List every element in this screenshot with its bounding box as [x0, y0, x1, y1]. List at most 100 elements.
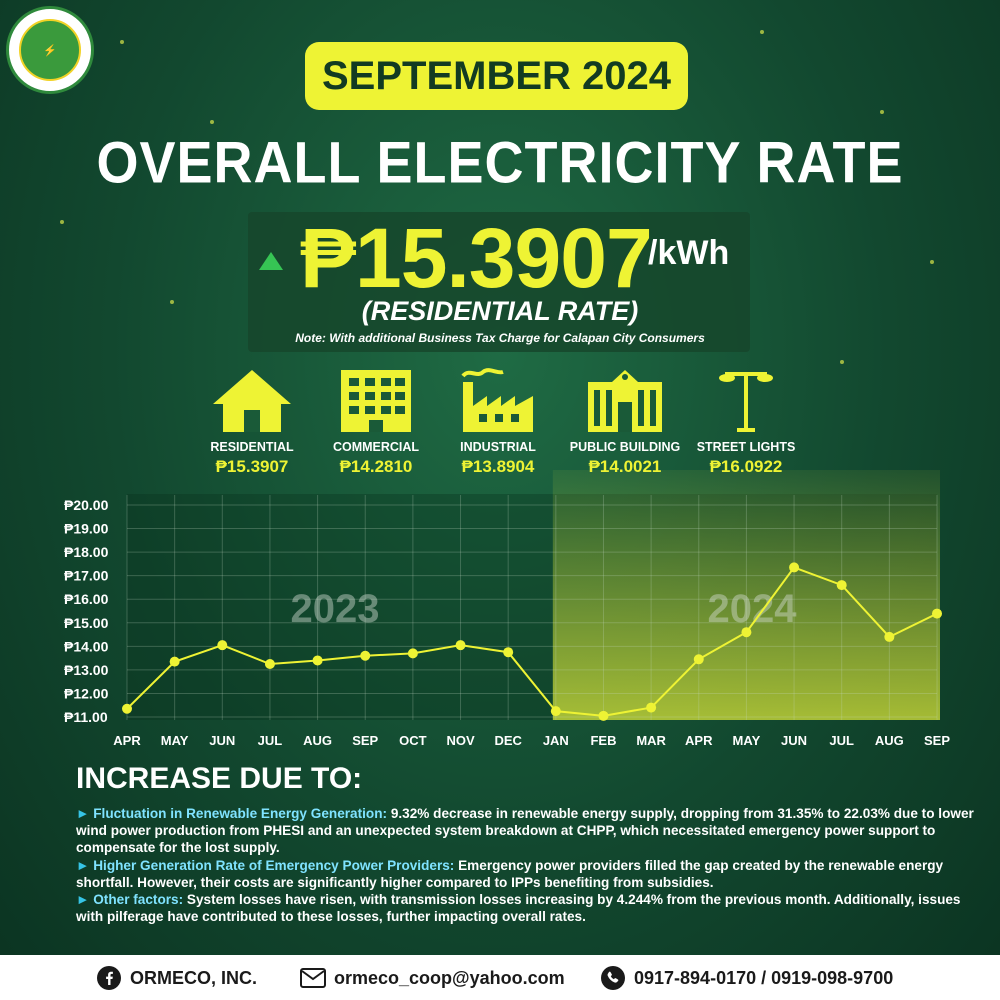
reason-item: ► Fluctuation in Renewable Energy Genera… — [76, 805, 976, 857]
footer-bar: ORMECO, INC. ormeco_coop@yahoo.com 0917-… — [0, 955, 1000, 1000]
reason-text: 9.32% decrease in renewable energy suppl… — [76, 806, 974, 856]
reason-item: ► Other factors: System losses have rise… — [76, 891, 976, 925]
rate-value: ₱15.3907 — [300, 211, 653, 305]
category-residential: RESIDENTIAL ₱15.3907 — [192, 368, 312, 477]
sparkle-decoration — [840, 360, 844, 364]
category-value: ₱13.8904 — [461, 457, 535, 476]
rate-note: Note: With additional Business Tax Charg… — [295, 331, 705, 345]
facebook-label: ORMECO, INC. — [130, 967, 258, 988]
data-point — [169, 656, 180, 667]
x-tick-label: AUG — [303, 733, 332, 748]
up-triangle-icon — [259, 252, 283, 270]
x-tick-label: OCT — [399, 733, 427, 748]
reason-label: Other factors: — [93, 892, 184, 908]
reasons-list: ► Fluctuation in Renewable Energy Genera… — [76, 805, 976, 925]
reason-text: Emergency power providers filled the gap… — [76, 857, 944, 890]
x-tick-label: NOV — [446, 733, 475, 748]
cooperative-logo: ⚡ — [6, 6, 94, 94]
data-point — [550, 706, 561, 717]
rate-subtitle: (RESIDENTIAL RATE) — [361, 296, 639, 326]
x-tick-label: JUL — [258, 733, 283, 748]
x-tick-label: APR — [113, 733, 141, 748]
grid-lines — [126, 495, 938, 720]
sparkle-decoration — [880, 110, 884, 114]
data-point — [646, 702, 657, 713]
data-point — [598, 710, 609, 721]
facebook-icon — [96, 965, 122, 991]
y-tick-label: ₱15.00 — [64, 615, 109, 631]
rate-unit: /kWh — [648, 234, 730, 272]
category-commercial: COMMERCIAL ₱14.2810 — [316, 368, 436, 477]
sparkle-decoration — [930, 260, 934, 264]
category-value: ₱15.3907 — [215, 457, 289, 476]
sparkle-decoration — [170, 300, 174, 304]
category-name: RESIDENTIAL — [210, 440, 294, 454]
x-tick-label: SEP — [924, 733, 950, 748]
cooperative-seal-icon: ⚡ — [19, 19, 81, 81]
y-tick-label: ₱17.00 — [64, 568, 109, 584]
facebook-link[interactable]: ORMECO, INC. — [96, 965, 257, 991]
category-industrial: INDUSTRIAL ₱13.8904 — [438, 368, 558, 477]
rate-line-chart: ₱20.00 ₱19.00 ₱18.00 ₱17.00 ₱16.00 ₱15.00 ₱14.… — [64, 470, 950, 748]
reason-label: Fluctuation in Renewable Energy Generati… — [93, 806, 388, 821]
phone-icon — [600, 965, 626, 991]
x-tick-label: APR — [685, 733, 713, 748]
data-point — [312, 655, 323, 666]
data-point — [836, 580, 847, 591]
building-icon — [341, 370, 411, 432]
reasons-title: INCREASE DUE TO: — [76, 762, 363, 795]
y-tick-label: ₱12.00 — [64, 685, 109, 701]
x-tick-label: JUN — [209, 733, 235, 748]
public-building-icon — [588, 370, 662, 432]
y-tick-label: ₱18.00 — [64, 544, 109, 560]
data-point — [360, 650, 371, 661]
x-tick-label: MAY — [733, 733, 761, 748]
category-name: INDUSTRIAL — [460, 440, 536, 454]
y-tick-label: ₱13.00 — [64, 662, 109, 678]
sparkle-decoration — [210, 120, 214, 124]
x-tick-label: JUN — [781, 733, 807, 748]
x-tick-label: DEC — [494, 733, 522, 748]
category-name: PUBLIC BUILDING — [569, 440, 681, 454]
period-label-2023: 2023 — [291, 587, 380, 631]
play-arrow-icon: ► — [76, 892, 94, 908]
play-arrow-icon: ► — [76, 806, 94, 821]
data-point — [693, 654, 704, 665]
page-title: OVERALL ELECTRICITY RATE — [96, 130, 904, 196]
phone-label: 0917-894-0170 / 0919-098-9700 — [634, 967, 894, 988]
factory-icon — [461, 368, 533, 432]
y-tick-label: ₱16.00 — [64, 591, 109, 607]
category-name: STREET LIGHTS — [696, 440, 796, 454]
data-point — [884, 631, 895, 642]
x-tick-label: MAR — [636, 733, 666, 748]
reason-label: Higher Generation Rate of Emergency Powe… — [93, 857, 455, 873]
2024-highlight-region — [552, 470, 940, 720]
series-line — [126, 566, 938, 717]
email-link[interactable]: ormeco_coop@yahoo.com — [300, 965, 565, 991]
street-light-icon — [719, 372, 773, 432]
data-point — [503, 647, 514, 658]
data-point — [264, 659, 275, 669]
y-tick-label: ₱14.00 — [64, 638, 109, 654]
sparkle-decoration — [60, 220, 64, 224]
category-public-building: PUBLIC BUILDING ₱14.0021 — [565, 368, 685, 477]
x-tick-label: AUG — [875, 733, 904, 748]
y-axis-ticks: ₱20.00 ₱19.00 ₱18.00 ₱17.00 ₱16.00 ₱15.00 ₱14.… — [64, 497, 109, 725]
x-tick-label: JAN — [543, 733, 569, 748]
data-point — [455, 640, 466, 651]
data-point — [217, 640, 228, 651]
data-point — [741, 627, 752, 638]
rate-panel — [248, 212, 750, 352]
data-point — [932, 608, 942, 619]
data-point — [789, 562, 800, 573]
x-tick-label: MAY — [161, 733, 189, 748]
data-points — [122, 562, 942, 721]
month-badge: SEPTEMBER 2024 — [305, 42, 688, 110]
data-point — [407, 648, 418, 659]
reason-text: System losses have risen, with transmiss… — [76, 892, 961, 925]
house-icon — [213, 370, 291, 432]
x-tick-label: SEP — [352, 733, 378, 748]
x-axis-ticks: APR MAY JUN JUL AUG SEP OCT NOV DEC JAN FEB MAR APR M… — [113, 733, 950, 748]
phone-link[interactable]: 0917-894-0170 / 0919-098-9700 — [600, 965, 893, 991]
envelope-icon — [300, 965, 326, 991]
